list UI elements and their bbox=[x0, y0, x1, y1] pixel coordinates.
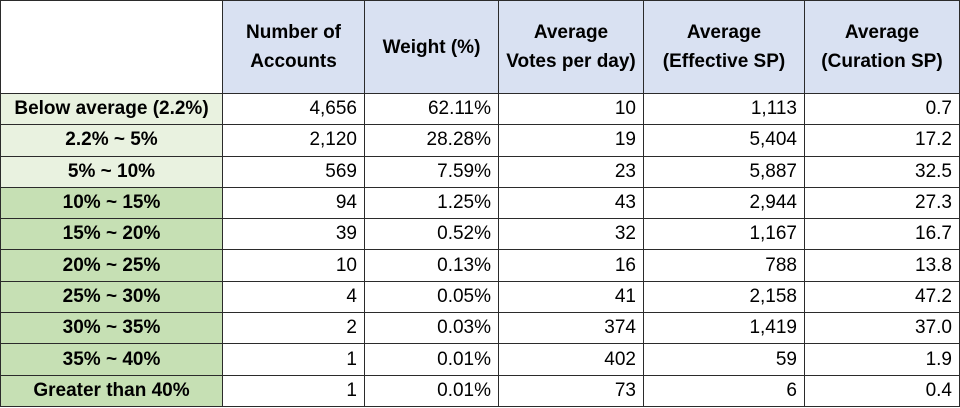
table-cell: 0.52% bbox=[364, 218, 499, 251]
table-row: Greater than 40% 1 0.01% 73 6 0.4 bbox=[0, 374, 960, 407]
table-cell: 5,887 bbox=[643, 155, 805, 188]
table-cell: 13.8 bbox=[804, 249, 960, 282]
header-corner-cell bbox=[0, 0, 223, 94]
table-cell: 1,113 bbox=[643, 92, 805, 126]
table-cell: 0.4 bbox=[804, 374, 960, 407]
column-header: Average (Curation SP) bbox=[804, 0, 960, 94]
table-cell: 16.7 bbox=[804, 218, 960, 251]
table-cell: 37.0 bbox=[804, 312, 960, 345]
table-cell: 19 bbox=[498, 124, 644, 157]
table-cell: 32 bbox=[498, 218, 644, 251]
row-label: 15% ~ 20% bbox=[0, 218, 223, 251]
table-cell: 1.9 bbox=[804, 343, 960, 376]
table-cell: 28.28% bbox=[364, 124, 499, 157]
table-cell: 59 bbox=[643, 343, 805, 376]
table-cell: 10 bbox=[222, 249, 365, 282]
table-cell: 0.13% bbox=[364, 249, 499, 282]
table-cell: 41 bbox=[498, 280, 644, 314]
header-line: Accounts bbox=[250, 51, 337, 72]
table-cell: 4,656 bbox=[222, 92, 365, 126]
table-cell: 39 bbox=[222, 218, 365, 251]
table-cell: 1,419 bbox=[643, 312, 805, 345]
table-cell: 0.05% bbox=[364, 280, 499, 314]
table-body: Below average (2.2%) 4,656 62.11% 10 1,113 0.… bbox=[0, 92, 960, 407]
column-header: Average (Effective SP) bbox=[643, 0, 805, 94]
table-cell: 1,167 bbox=[643, 218, 805, 251]
header-row: Number of Accounts Weight (%) Average Vo… bbox=[0, 0, 960, 94]
header-line: Average bbox=[844, 22, 920, 43]
table-cell: 47.2 bbox=[804, 280, 960, 314]
header-line: Number of bbox=[246, 22, 341, 43]
table-cell: 4 bbox=[222, 280, 365, 314]
table-cell: 94 bbox=[222, 186, 365, 220]
column-header: Average Votes per day) bbox=[498, 0, 644, 94]
table-cell: 6 bbox=[643, 374, 805, 407]
table-cell: 0.01% bbox=[364, 374, 499, 407]
table-cell: 16 bbox=[498, 249, 644, 282]
table-cell: 2 bbox=[222, 312, 365, 345]
row-label: 20% ~ 25% bbox=[0, 249, 223, 282]
column-header: Weight (%) bbox=[364, 0, 499, 94]
row-label: 25% ~ 30% bbox=[0, 280, 223, 314]
table-cell: 43 bbox=[498, 186, 644, 220]
table-cell: 2,120 bbox=[222, 124, 365, 157]
table-cell: 374 bbox=[498, 312, 644, 345]
table-row: Below average (2.2%) 4,656 62.11% 10 1,113 0.… bbox=[0, 92, 960, 126]
table-cell: 17.2 bbox=[804, 124, 960, 157]
table-cell: 27.3 bbox=[804, 186, 960, 220]
table-cell: 569 bbox=[222, 155, 365, 188]
table-cell: 32.5 bbox=[804, 155, 960, 188]
table-row: 30% ~ 35% 2 0.03% 374 1,419 37.0 bbox=[0, 312, 960, 345]
column-header: Number of Accounts bbox=[222, 0, 365, 94]
table-cell: 62.11% bbox=[364, 92, 499, 126]
header-line: Average bbox=[533, 22, 609, 43]
row-label: 30% ~ 35% bbox=[0, 312, 223, 345]
table-cell: 2,944 bbox=[643, 186, 805, 220]
table-row: 2.2% ~ 5% 2,120 28.28% 19 5,404 17.2 bbox=[0, 124, 960, 157]
header-line: (Curation SP) bbox=[821, 51, 943, 72]
table-cell: 2,158 bbox=[643, 280, 805, 314]
row-label: 2.2% ~ 5% bbox=[0, 124, 223, 157]
table-row: 20% ~ 25% 10 0.13% 16 788 13.8 bbox=[0, 249, 960, 282]
row-label: 10% ~ 15% bbox=[0, 186, 223, 220]
table-cell: 788 bbox=[643, 249, 805, 282]
table-cell: 1 bbox=[222, 343, 365, 376]
table-cell: 1.25% bbox=[364, 186, 499, 220]
table-cell: 73 bbox=[498, 374, 644, 407]
table-row: 15% ~ 20% 39 0.52% 32 1,167 16.7 bbox=[0, 218, 960, 251]
table-cell: 10 bbox=[498, 92, 644, 126]
row-label: 5% ~ 10% bbox=[0, 155, 223, 188]
row-label: Greater than 40% bbox=[0, 374, 223, 407]
table-cell: 0.7 bbox=[804, 92, 960, 126]
table-cell: 23 bbox=[498, 155, 644, 188]
table-row: 10% ~ 15% 94 1.25% 43 2,944 27.3 bbox=[0, 186, 960, 220]
header-line: Average bbox=[686, 22, 762, 43]
header-line: (Effective SP) bbox=[662, 51, 786, 72]
table-cell: 402 bbox=[498, 343, 644, 376]
table-cell: 0.03% bbox=[364, 312, 499, 345]
table-row: 25% ~ 30% 4 0.05% 41 2,158 47.2 bbox=[0, 280, 960, 314]
table-row: 35% ~ 40% 1 0.01% 402 59 1.9 bbox=[0, 343, 960, 376]
row-label: Below average (2.2%) bbox=[0, 92, 223, 126]
table-cell: 0.01% bbox=[364, 343, 499, 376]
table-cell: 5,404 bbox=[643, 124, 805, 157]
header-line: Votes per day) bbox=[506, 51, 636, 72]
table-row: 5% ~ 10% 569 7.59% 23 5,887 32.5 bbox=[0, 155, 960, 188]
row-label: 35% ~ 40% bbox=[0, 343, 223, 376]
table-cell: 7.59% bbox=[364, 155, 499, 188]
table-cell: 1 bbox=[222, 374, 365, 407]
header-line: Weight (%) bbox=[382, 36, 481, 58]
